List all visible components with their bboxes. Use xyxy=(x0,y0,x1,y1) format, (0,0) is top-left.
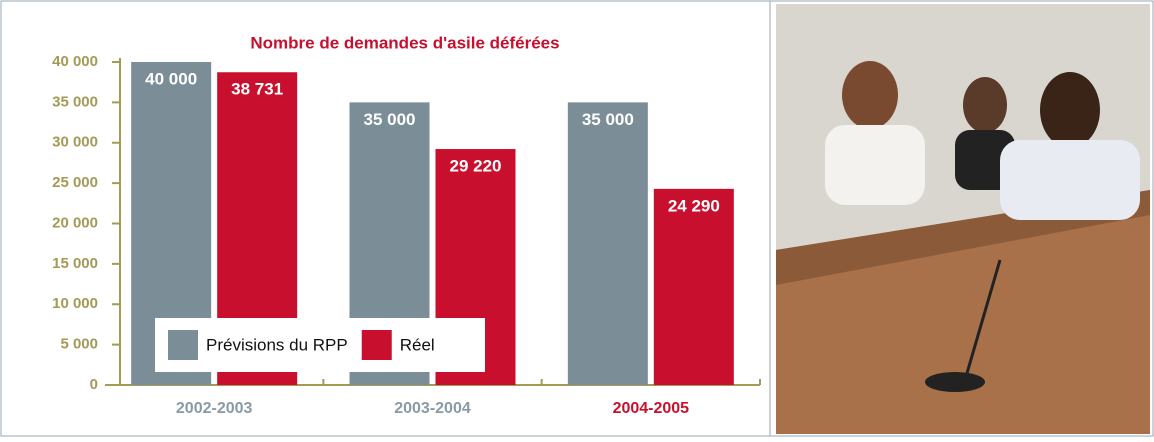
value-label: 29 220 xyxy=(450,157,502,176)
x-tick-label: 2003-2004 xyxy=(394,400,471,417)
legend xyxy=(155,318,485,372)
legend-label: Prévisions du RPP xyxy=(206,335,348,354)
chart-title: Nombre de demandes d'asile déférées xyxy=(250,33,559,52)
photo-person xyxy=(963,77,1007,133)
legend-label: Réel xyxy=(400,335,435,354)
legend-swatch xyxy=(168,330,198,360)
y-tick-label: 20 000 xyxy=(52,214,98,231)
value-label: 35 000 xyxy=(582,110,634,129)
photo-person xyxy=(842,61,898,129)
photo-person xyxy=(1040,72,1100,148)
value-label: 40 000 xyxy=(145,69,197,88)
bar xyxy=(653,188,734,385)
y-tick-label: 40 000 xyxy=(52,53,98,70)
y-tick-label: 35 000 xyxy=(52,93,98,110)
y-tick-label: 10 000 xyxy=(52,295,98,312)
y-tick-label: 0 xyxy=(90,376,98,393)
value-label: 24 290 xyxy=(668,196,720,215)
value-label: 38 731 xyxy=(231,80,283,99)
value-label: 35 000 xyxy=(364,110,416,129)
y-tick-label: 30 000 xyxy=(52,134,98,151)
photo-person xyxy=(1000,140,1140,220)
photo-mic-base xyxy=(925,372,985,392)
x-tick-label: 2004-2005 xyxy=(613,400,690,417)
bar xyxy=(567,102,648,385)
y-tick-label: 15 000 xyxy=(52,255,98,272)
y-tick-label: 5 000 xyxy=(60,336,98,353)
photo-mic xyxy=(963,259,1002,381)
photo-person xyxy=(825,125,925,205)
y-tick-label: 25 000 xyxy=(52,174,98,191)
photo xyxy=(776,4,1150,434)
legend-swatch xyxy=(361,330,392,360)
x-tick-label: 2002-2003 xyxy=(176,400,253,417)
